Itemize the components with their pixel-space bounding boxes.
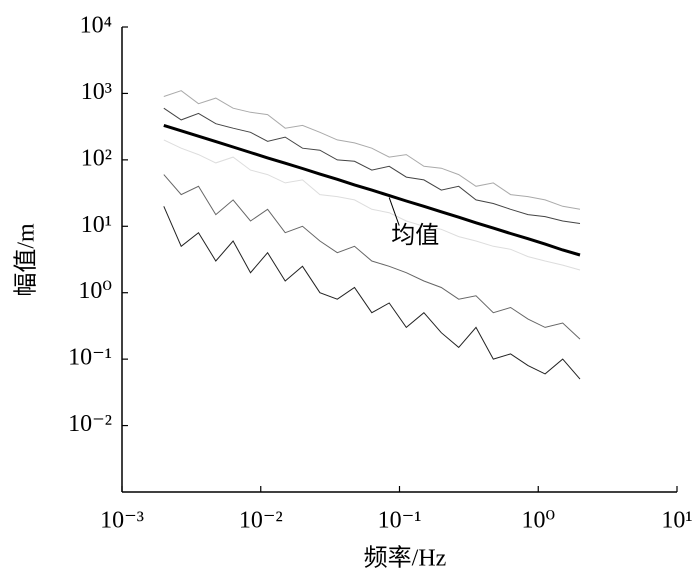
y-axis-label: 幅值/m [13,223,40,297]
x-tick-label: 10⁻² [239,508,283,534]
x-axis-label: 频率/Hz [364,545,447,572]
y-tick-label: 10⁻² [68,411,112,437]
spectrum-line [163,90,581,210]
x-tick-label: 10¹ [661,508,692,534]
y-tick-label: 10³ [81,79,112,105]
spectrum-line [163,107,581,224]
spectrum-line [163,174,581,340]
x-tick-label: 10⁻³ [100,508,144,534]
y-tick-label: 10⁴ [80,13,112,39]
x-tick-label: 10⁰ [521,508,555,534]
y-tick-label: 10⁰ [78,278,112,304]
annotation: 均值 [391,222,439,249]
y-tick-label: 10² [81,145,112,171]
mean-line [163,123,581,257]
x-tick-label: 10⁻¹ [378,508,422,534]
annotation-leader [388,197,400,226]
y-tick-label: 10⁻¹ [68,345,112,371]
spectrum-line [163,139,581,271]
y-tick-label: 10¹ [81,212,112,238]
spectrum-line [163,206,581,380]
